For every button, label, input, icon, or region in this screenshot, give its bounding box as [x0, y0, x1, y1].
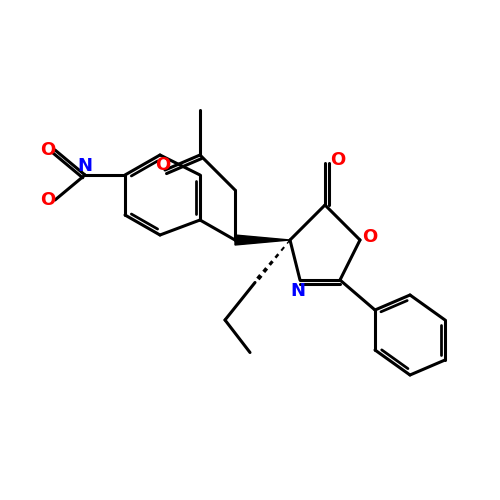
Text: N: N [290, 282, 305, 300]
Text: N: N [78, 157, 92, 175]
Text: O: O [40, 191, 55, 209]
Text: O: O [330, 151, 345, 169]
Text: O: O [362, 228, 378, 246]
Polygon shape [235, 235, 290, 245]
Text: O: O [40, 141, 55, 159]
Text: O: O [155, 156, 170, 174]
